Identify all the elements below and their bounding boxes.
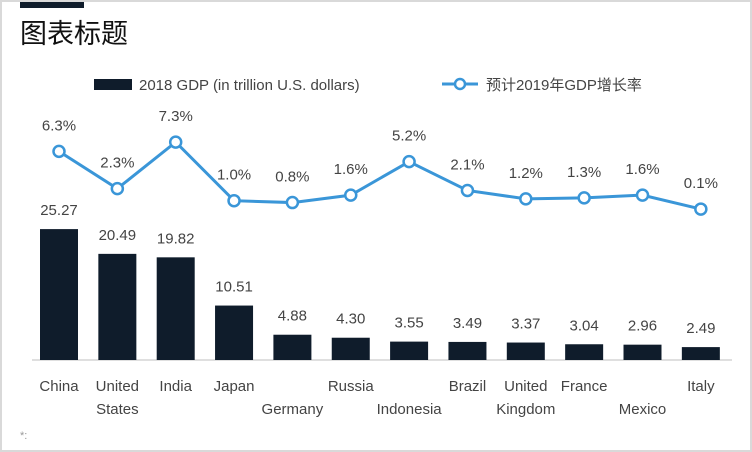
category-label: States — [96, 401, 139, 418]
growth-value-label: 1.6% — [625, 161, 659, 178]
bar — [98, 253, 137, 360]
bar — [331, 337, 370, 360]
growth-line — [58, 140, 702, 211]
growth-point — [402, 154, 416, 169]
category-label: Russia — [328, 378, 375, 395]
category-label: China — [39, 378, 79, 395]
bar-value-label: 4.30 — [336, 311, 365, 328]
growth-point — [635, 188, 650, 202]
legend-bar-swatch — [94, 79, 132, 90]
growth-point — [168, 135, 183, 149]
category-label: United — [96, 378, 139, 395]
category-label: India — [159, 378, 192, 395]
bar — [506, 342, 545, 360]
category-label: Indonesia — [377, 401, 443, 418]
growth-value-label: 2.1% — [450, 156, 484, 173]
category-label: United — [504, 378, 547, 395]
title-accent-bar — [20, 2, 84, 8]
growth-value-label: 1.2% — [509, 165, 543, 182]
growth-value-label: 6.3% — [42, 117, 76, 134]
bar-value-label: 19.82 — [157, 230, 195, 247]
growth-point — [52, 144, 66, 159]
growth-value-label: 1.6% — [334, 161, 368, 178]
bar-value-label: 4.88 — [278, 308, 307, 325]
category-label: Mexico — [619, 401, 667, 418]
growth-point — [519, 192, 533, 206]
growth-value-label: 1.3% — [567, 164, 601, 181]
growth-value-label: 0.1% — [684, 175, 718, 192]
growth-point — [227, 193, 241, 208]
bar — [390, 341, 429, 360]
category-label: France — [561, 378, 608, 395]
legend-line-label: 预计2019年GDP增长率 — [486, 77, 642, 94]
bar — [448, 341, 487, 360]
growth-point — [460, 183, 475, 198]
category-label: Brazil — [449, 378, 487, 395]
growth-value-label: 1.0% — [217, 167, 251, 184]
bar — [215, 305, 254, 360]
bar-value-label: 20.49 — [99, 227, 137, 244]
growth-point — [285, 195, 300, 210]
category-label: Kingdom — [496, 401, 555, 418]
growth-point — [344, 188, 358, 202]
bar-value-label: 3.37 — [511, 316, 540, 333]
growth-value-label: 0.8% — [275, 169, 309, 186]
growth-value-label: 5.2% — [392, 128, 426, 145]
bar-value-label: 3.49 — [453, 315, 482, 332]
bar — [156, 257, 195, 360]
bar — [565, 344, 604, 360]
legend-line-marker — [453, 77, 467, 91]
chart-title: 图表标题 — [20, 19, 128, 50]
growth-point — [110, 181, 125, 196]
category-label: Italy — [687, 378, 715, 395]
growth-point — [694, 202, 708, 216]
bar-value-label: 25.27 — [40, 202, 78, 219]
bar — [40, 229, 78, 360]
bar-value-label: 2.49 — [686, 320, 715, 337]
growth-value-label: 2.3% — [100, 155, 134, 172]
bar — [623, 344, 662, 360]
growth-value-label: 7.3% — [159, 108, 193, 125]
bar-value-label: 2.96 — [628, 318, 657, 335]
legend-bar-label: 2018 GDP (in trillion U.S. dollars) — [139, 77, 360, 94]
bar — [681, 347, 720, 360]
growth-point — [577, 191, 591, 205]
category-label: Japan — [214, 378, 255, 395]
bar-value-label: 3.55 — [394, 315, 423, 332]
category-label: Germany — [262, 401, 324, 418]
bar-value-label: 10.51 — [215, 279, 253, 296]
bar — [273, 334, 312, 360]
footnote: *: — [20, 430, 28, 442]
bar-value-label: 3.04 — [570, 317, 599, 334]
